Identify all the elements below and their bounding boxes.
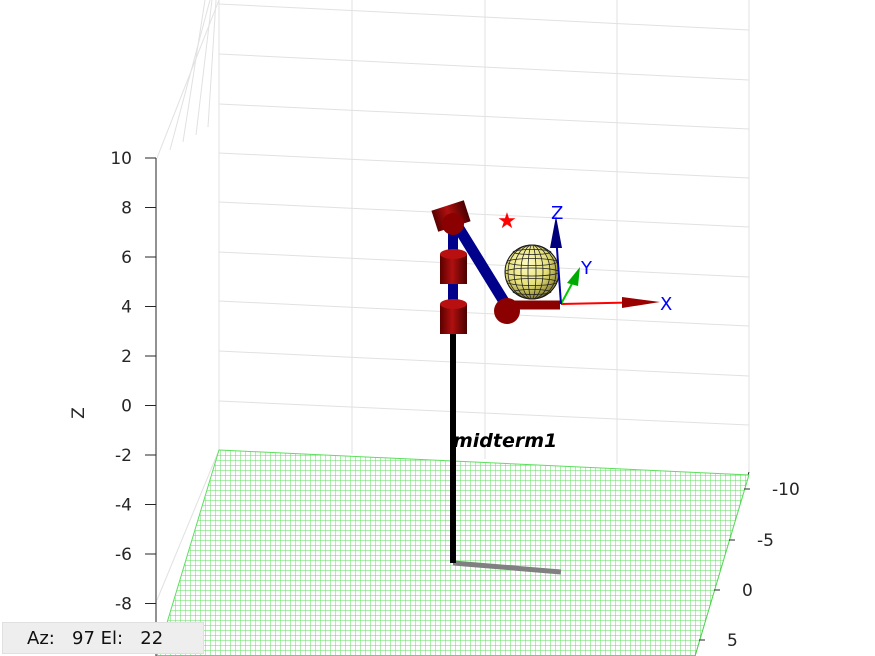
y-tick-label: -5 — [757, 531, 774, 551]
tool-frame: X Y Z — [550, 203, 672, 315]
view-status-bar: Az: 97 El: 22 — [2, 622, 204, 654]
az-label: Az: — [27, 627, 55, 649]
frame-y-label: Y — [580, 258, 593, 279]
target-star-icon: ★ — [497, 209, 517, 234]
z-tick-label: 8 — [121, 199, 132, 219]
joint-base — [440, 299, 467, 334]
z-tick-label: -2 — [115, 446, 132, 466]
y-tick-label: 0 — [742, 581, 753, 601]
y-tick-label: -10 — [772, 480, 800, 500]
z-tick-label: 0 — [121, 397, 132, 417]
sphere-obstacle — [504, 244, 560, 300]
joint-2 — [440, 249, 467, 284]
frame-z-arrow-icon — [550, 216, 562, 248]
robot-name-label: midterm1 — [453, 430, 557, 452]
z-tick-label: -6 — [115, 545, 132, 565]
z-axis-label: Z — [69, 407, 89, 419]
z-tick-label: 2 — [121, 347, 132, 367]
frame-x-arrow-icon — [622, 297, 660, 308]
frame-x-label: X — [660, 294, 672, 315]
z-tick-label: 10 — [110, 149, 132, 169]
el-value: 22 — [140, 627, 164, 649]
y-tick-label: 5 — [727, 631, 738, 651]
frame-z-label: Z — [551, 203, 563, 224]
z-tick-label: 4 — [121, 298, 132, 318]
base-shadow — [452, 560, 562, 575]
z-axis-ticks: 10 8 6 4 2 0 -2 -4 -6 -8 — [110, 149, 156, 615]
link-2 — [450, 219, 513, 311]
joint-4 — [494, 298, 520, 324]
grid-lines — [156, 0, 750, 601]
y-axis-ticks: -10 -5 0 5 — [699, 480, 800, 651]
robot-arm — [431, 200, 560, 334]
z-tick-label: -4 — [115, 496, 132, 516]
joint-3 — [431, 200, 471, 235]
z-tick-label: -8 — [115, 595, 132, 615]
az-value: 97 — [72, 627, 95, 649]
z-tick-label: 6 — [121, 248, 132, 268]
el-label: El: — [100, 627, 124, 649]
frame-y-arrow-icon — [567, 267, 580, 286]
